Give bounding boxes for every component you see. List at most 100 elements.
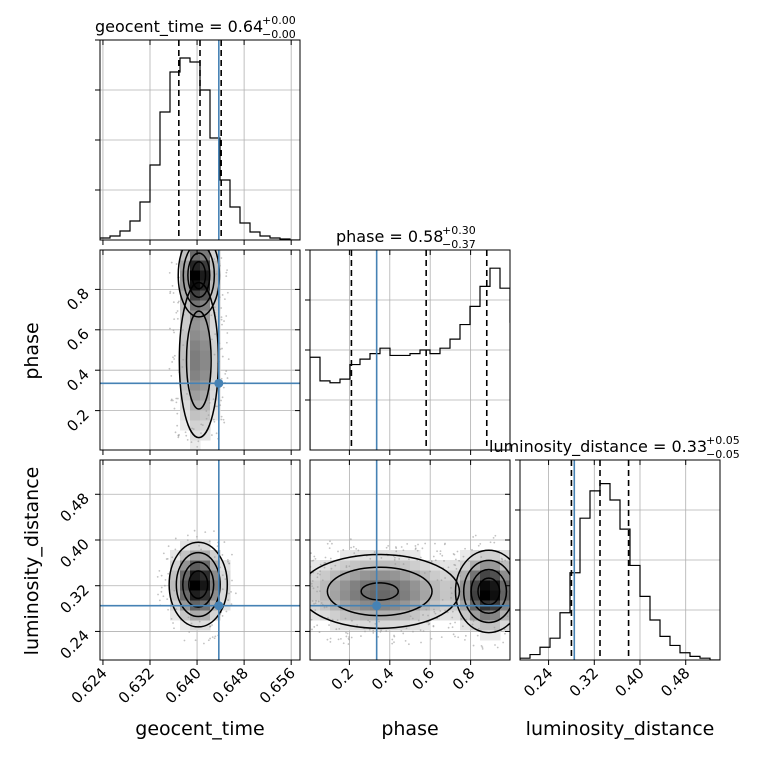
scatter-point [223,541,226,543]
scatter-point [454,558,457,561]
scatter-point [420,641,422,644]
scatter-point [319,590,321,593]
scatter-point [347,637,350,640]
density-cell [190,570,201,581]
density-cell [460,620,471,631]
scatter-point [214,635,217,638]
contour-line [310,553,461,630]
density-cell [370,580,381,591]
density-cell [480,570,491,581]
scatter-point [213,353,216,356]
density-cell [200,430,211,441]
scatter-point [197,440,200,443]
density-cell [190,610,201,621]
contour-line [182,561,215,608]
scatter-point [205,417,208,420]
scatter-point [221,554,224,556]
scatter-point [194,639,197,642]
density-cell [470,620,481,631]
density-cell [470,570,481,581]
scatter-point [368,628,371,631]
scatter-point [177,301,180,304]
scatter-point [183,639,186,642]
density-cell [200,540,211,551]
density-cell [170,610,181,621]
scatter-point [221,294,224,296]
density-cell [400,610,411,621]
density-cell [410,560,421,571]
density-cell [470,580,481,591]
density-cell [180,310,191,321]
scatter-point [208,540,211,543]
scatter-point [174,431,177,434]
scatter-point [213,258,216,260]
scatter-point [225,315,228,317]
scatter-point [204,531,207,534]
density-cell [480,550,491,561]
x-tick-label: 0.8 [449,664,479,694]
scatter-point [170,618,173,620]
density-cell [210,260,221,271]
density-cell [200,340,211,351]
scatter-point [311,600,314,602]
density-cell [180,400,191,411]
scatter-point [176,310,179,312]
scatter-point [228,592,230,595]
scatter-point [228,562,231,565]
density-cell [320,570,331,581]
density-cell [190,330,201,341]
scatter-point [318,631,321,633]
scatter-point [433,610,436,613]
scatter-point [355,547,358,550]
scatter-point [345,635,348,638]
scatter-point [310,618,313,621]
scatter-point [377,618,380,621]
density-cell [180,250,191,261]
scatter-point [314,602,317,605]
scatter-point [216,405,218,408]
contour-line [191,261,207,290]
panel-phase-phase [305,249,511,455]
scatter-point [193,529,196,532]
scatter-point [451,610,454,613]
scatter-point [167,545,170,548]
density-cell [180,370,191,381]
scatter-point [160,574,163,577]
scatter-point [220,316,223,318]
scatter-point [173,331,175,334]
scatter-point [226,377,229,379]
scatter-point [311,628,313,631]
scatter-point [215,273,218,275]
scatter-point [190,441,193,444]
scatter-point [156,575,159,578]
density-cell [190,310,201,321]
density-cell [200,280,211,291]
scatter-point [461,625,464,628]
scatter-point [173,589,176,592]
scatter-point [221,355,224,358]
density-cell [190,260,201,271]
scatter-point [430,637,433,640]
scatter-point [411,617,414,620]
scatter-point [207,414,210,417]
scatter-point [158,599,161,602]
density-cell [180,550,191,561]
scatter-point [171,361,174,363]
scatter-point [345,566,348,569]
density-cell [420,620,431,631]
density-cell [180,570,191,581]
title-luminosity-distance-sup: +0.05 [706,434,740,447]
scatter-point [172,292,175,294]
density-cell [320,610,331,621]
density-cell [210,300,221,311]
scatter-point [450,592,453,595]
density-cell [310,610,321,621]
density-cell [190,360,201,371]
scatter-point [160,590,163,593]
density-cell [480,560,491,571]
scatter-point [347,643,350,645]
density-cell [200,260,211,271]
density-cell [210,250,221,261]
density-cell [390,570,401,581]
